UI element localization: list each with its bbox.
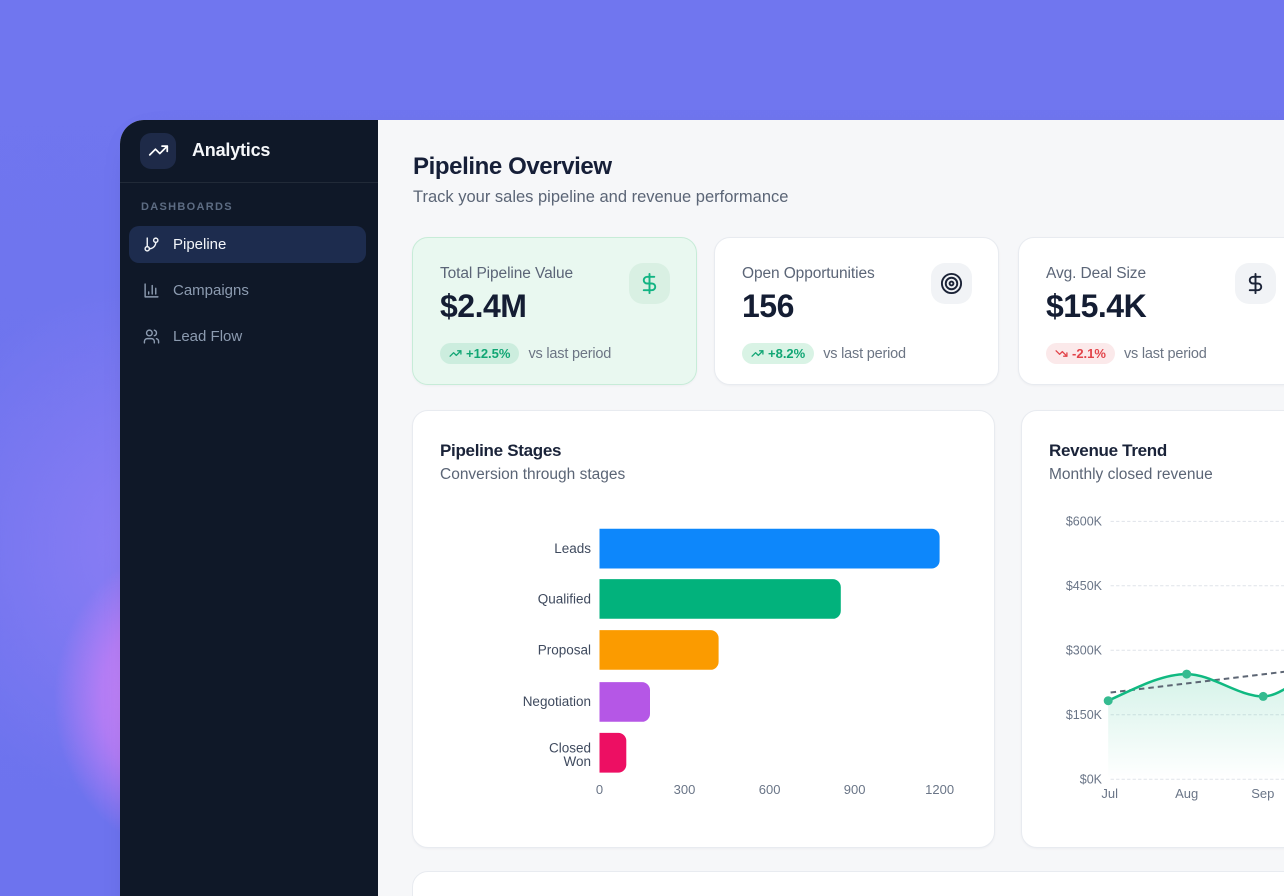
svg-text:$300K: $300K	[1066, 644, 1103, 658]
svg-text:Closed: Closed	[549, 741, 591, 756]
svg-text:Sep: Sep	[1251, 786, 1274, 801]
svg-text:$0K: $0K	[1080, 773, 1103, 787]
svg-text:$450K: $450K	[1066, 579, 1103, 593]
svg-text:$600K: $600K	[1066, 515, 1103, 529]
svg-text:Jul: Jul	[1101, 786, 1118, 801]
svg-text:Leads: Leads	[554, 541, 591, 556]
svg-text:Negotiation: Negotiation	[523, 694, 591, 709]
svg-text:1200: 1200	[925, 782, 954, 797]
svg-text:Aug: Aug	[1175, 786, 1198, 801]
svg-text:300: 300	[674, 782, 696, 797]
svg-text:0: 0	[596, 782, 603, 797]
svg-text:Qualified: Qualified	[538, 592, 591, 607]
svg-text:900: 900	[844, 782, 866, 797]
svg-text:$150K: $150K	[1066, 708, 1103, 722]
svg-text:600: 600	[759, 782, 781, 797]
svg-text:Won: Won	[563, 754, 591, 769]
svg-text:Proposal: Proposal	[538, 643, 591, 658]
